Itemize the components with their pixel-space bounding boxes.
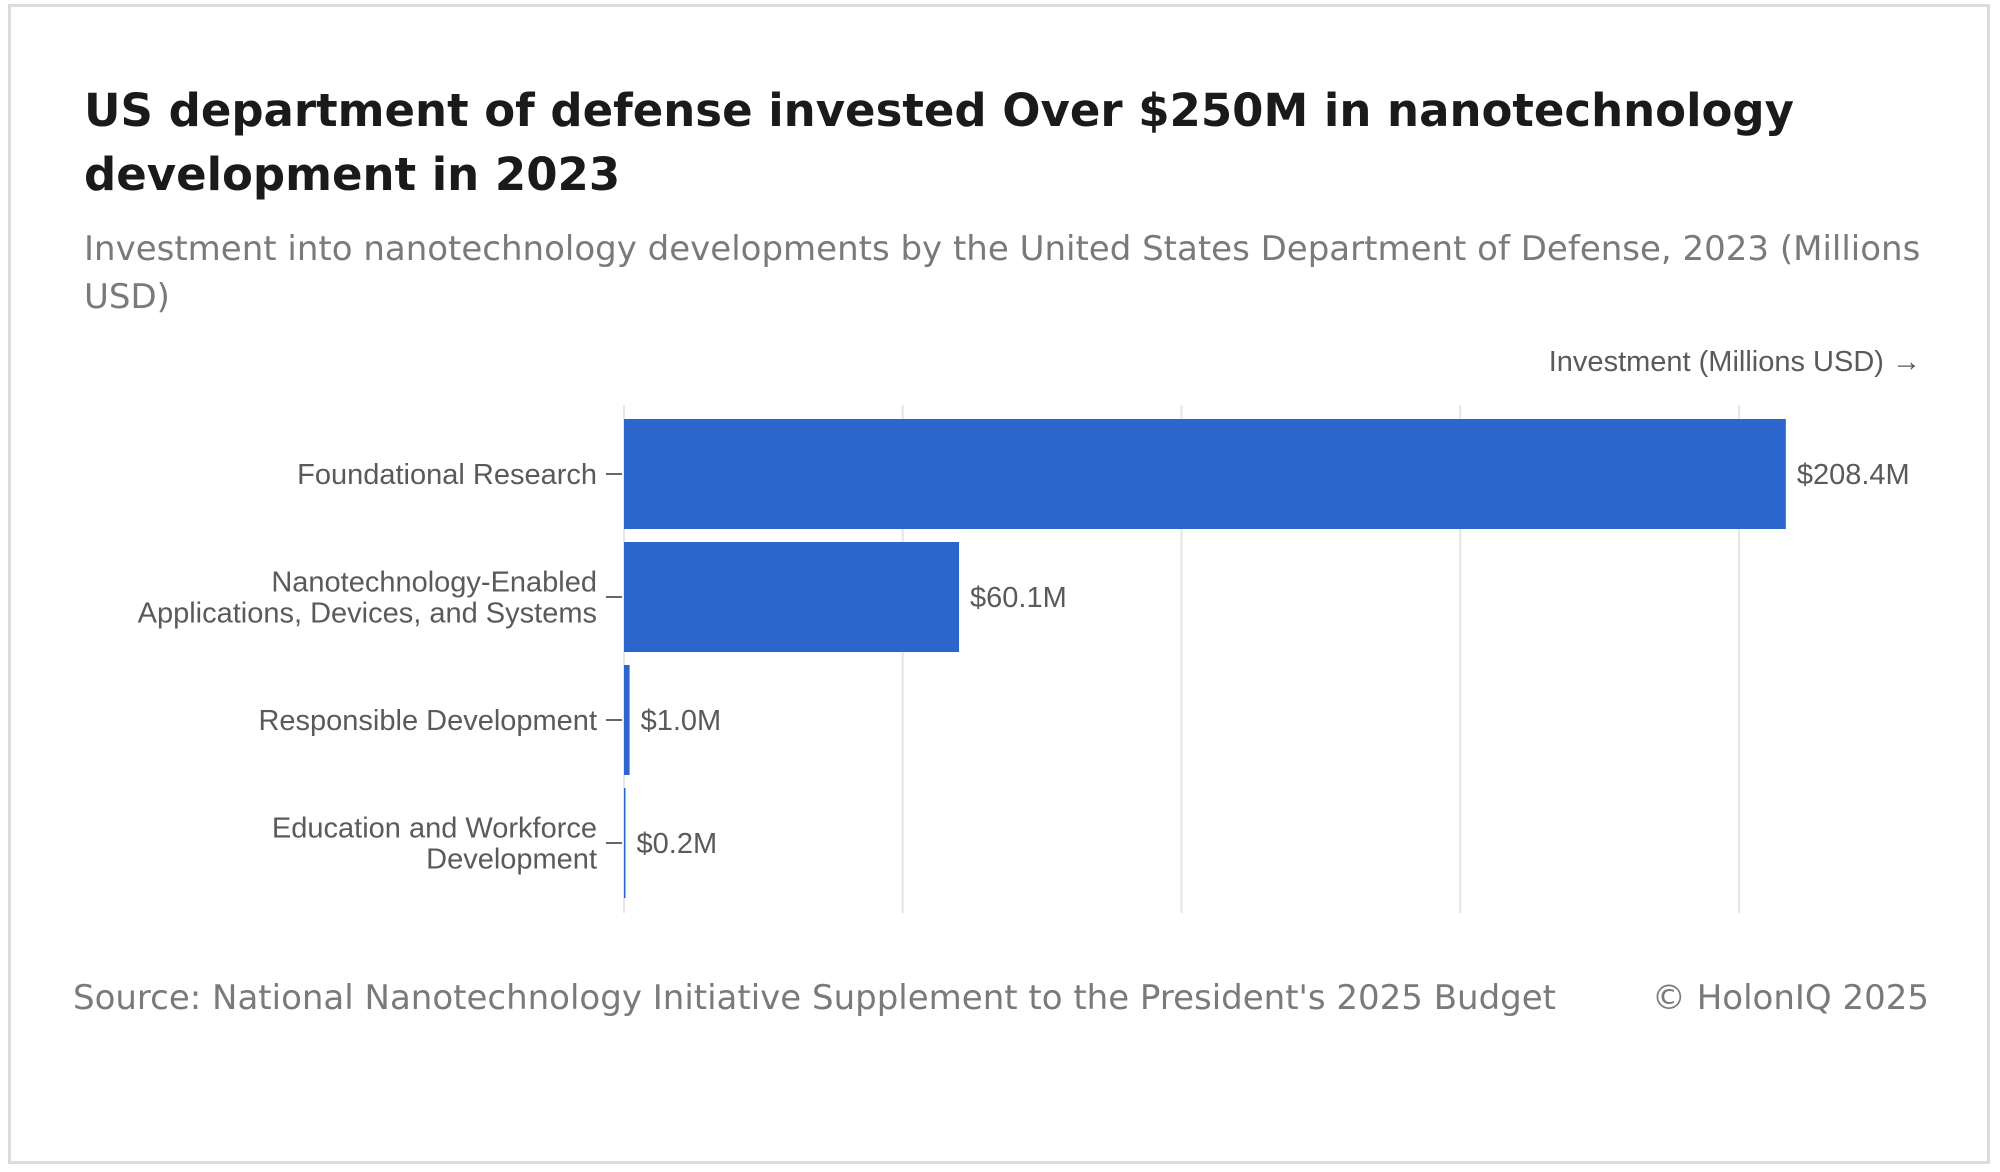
category-label-0: Foundational Research (297, 459, 597, 491)
bar-1 (624, 542, 960, 652)
chart-card: US department of defense invested Over $… (8, 4, 1990, 1164)
bar-2 (624, 665, 630, 775)
source-note: Source: National Nanotechnology Initiati… (73, 978, 1557, 1018)
category-label-3: Education and Workforce Development (272, 813, 597, 876)
data-label-1: $60.1M (970, 582, 1067, 614)
category-label-2: Responsible Development (258, 705, 597, 737)
bar-0 (624, 419, 1786, 529)
category-label-1: Nanotechnology-Enabled Applications, Devi… (138, 567, 597, 630)
data-label-0: $208.4M (1797, 459, 1910, 491)
chart-subtitle: Investment into nanotechnology developme… (84, 229, 1921, 317)
chart-title: US department of defense invested Over $… (84, 84, 1794, 201)
x-axis-label: Investment (Millions USD) → (1548, 346, 1921, 378)
data-label-2: $1.0M (641, 705, 722, 737)
bar-3 (624, 788, 626, 898)
copyright-note: © HolonIQ 2025 (1651, 978, 1929, 1018)
data-label-3: $0.2M (637, 828, 718, 860)
